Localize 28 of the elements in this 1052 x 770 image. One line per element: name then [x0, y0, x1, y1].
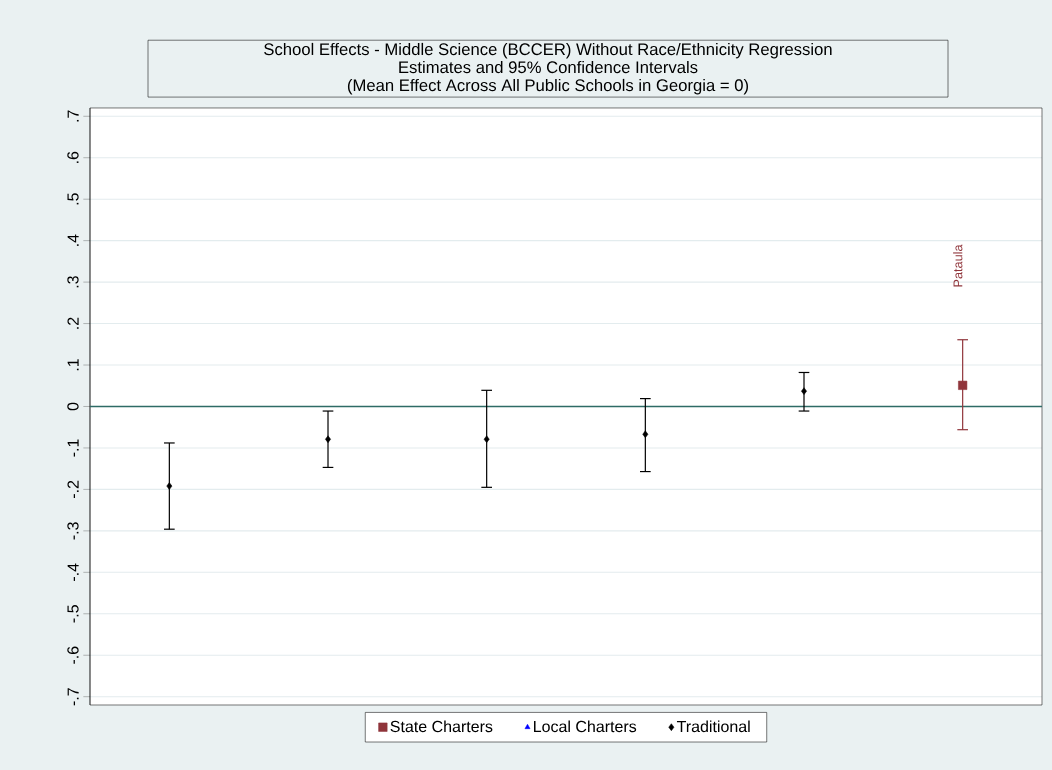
y-tick-label: -.4: [67, 563, 79, 581]
point: [801, 387, 807, 395]
point: [325, 435, 331, 443]
chart-subtitle: Estimates and 95% Confidence Intervals: [399, 60, 698, 74]
y-tick-label: -.3: [67, 522, 79, 540]
y-tick-label: .6: [67, 151, 79, 163]
annotation: Pataula: [953, 244, 963, 287]
y-tick-label: .4: [67, 234, 79, 246]
chart-title: School Effects - Middle Science (BCCER) Without Race/Ethnicity Regression: [264, 42, 832, 59]
legend-label: Local Charters: [534, 720, 637, 733]
point: [958, 380, 968, 390]
y-tick-label: .2: [67, 317, 79, 329]
legend-label: State Charters: [390, 720, 493, 733]
y-tick-label: -.5: [67, 605, 79, 623]
y-tick-label: -.6: [67, 646, 79, 664]
y-tick-label: -.7: [67, 688, 79, 706]
y-tick-label: .7: [67, 110, 79, 122]
y-tick-label: .3: [67, 276, 79, 288]
point: [166, 482, 173, 490]
point: [483, 435, 490, 443]
y-tick-label: .1: [67, 359, 79, 371]
point: [642, 430, 649, 438]
y-tick-label: -.2: [67, 480, 79, 499]
legend-label: Traditional: [676, 720, 750, 733]
y-tick-label: -.1: [67, 439, 79, 457]
y-tick-label: .5: [67, 193, 79, 205]
y-tick-label: 0: [67, 402, 79, 411]
text: (Mean Effect Across All Public Schools in Georgia = 0): [347, 78, 749, 95]
